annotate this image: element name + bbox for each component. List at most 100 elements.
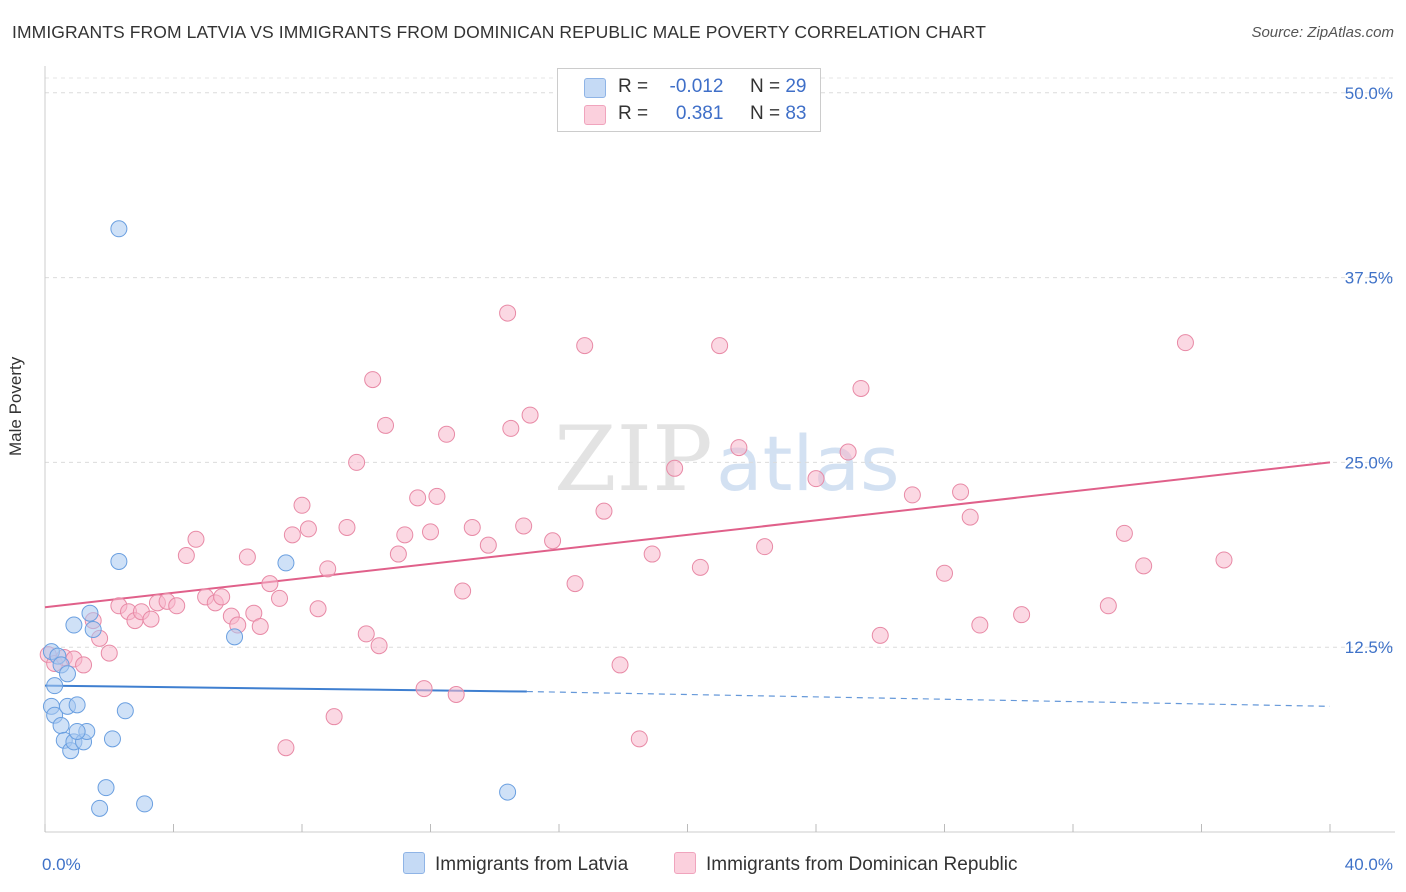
- bottom-legend-label-dominican: Immigrants from Dominican Republic: [706, 854, 1018, 875]
- point-dominican: [283, 526, 301, 544]
- point-dominican: [454, 582, 472, 600]
- correlation-legend: R = -0.012 N = 29 R = 0.381 N = 83: [557, 68, 821, 132]
- point-dominican: [271, 589, 289, 607]
- point-dominican: [325, 708, 343, 726]
- point-latvia: [97, 779, 115, 797]
- point-dominican: [479, 536, 497, 554]
- bottom-legend-dominican: Immigrants from Dominican Republic: [674, 852, 1018, 876]
- point-dominican: [952, 483, 970, 501]
- trend-line-latvia: [44, 684, 527, 693]
- point-dominican: [251, 617, 269, 635]
- point-dominican: [463, 518, 481, 536]
- point-latvia: [58, 665, 76, 683]
- point-dominican: [611, 656, 629, 674]
- point-latvia: [68, 696, 86, 714]
- point-dominican: [428, 487, 446, 505]
- bottom-legend-swatch-latvia: [403, 852, 425, 874]
- point-latvia: [81, 604, 99, 622]
- point-dominican: [187, 530, 205, 548]
- trend-line-latvia-dashed: [526, 690, 1331, 707]
- point-dominican: [971, 616, 989, 634]
- point-dominican: [1215, 551, 1233, 569]
- point-dominican: [396, 526, 414, 544]
- point-dominican: [261, 575, 279, 593]
- watermark: ZIP atlas: [554, 407, 900, 512]
- point-dominican: [338, 518, 356, 536]
- point-dominican: [666, 459, 684, 477]
- point-dominican: [389, 545, 407, 563]
- point-latvia: [52, 717, 70, 735]
- y-tick-label: 37.5%: [1345, 269, 1393, 288]
- point-latvia: [91, 799, 109, 817]
- point-latvia: [110, 552, 128, 570]
- point-latvia: [116, 702, 134, 720]
- bottom-legend-label-latvia: Immigrants from Latvia: [435, 854, 629, 875]
- legend-swatch-dominican: [584, 105, 606, 125]
- data-points: [39, 220, 1233, 817]
- point-dominican: [515, 517, 533, 535]
- point-latvia: [68, 722, 86, 740]
- point-latvia: [277, 554, 295, 572]
- y-tick-label: 50.0%: [1345, 84, 1393, 103]
- point-dominican: [566, 575, 584, 593]
- point-dominican: [415, 680, 433, 698]
- bottom-legend-swatch-dominican: [674, 852, 696, 874]
- point-dominican: [438, 425, 456, 443]
- point-dominican: [357, 625, 375, 643]
- point-dominican: [1013, 606, 1031, 624]
- point-dominican: [1099, 597, 1117, 615]
- point-dominican: [756, 538, 774, 556]
- point-latvia: [65, 616, 83, 634]
- point-dominican: [936, 564, 953, 582]
- point-latvia: [136, 795, 154, 813]
- watermark-atlas: atlas: [716, 419, 900, 508]
- point-dominican: [595, 502, 613, 520]
- point-latvia: [84, 620, 102, 638]
- point-dominican: [299, 520, 317, 538]
- point-dominican: [691, 558, 709, 576]
- point-dominican: [168, 597, 186, 615]
- legend-text-latvia: R = -0.012 N = 29: [618, 76, 807, 97]
- point-dominican: [277, 739, 295, 757]
- point-dominican: [576, 337, 594, 355]
- point-latvia: [46, 677, 64, 695]
- point-dominican: [903, 486, 921, 504]
- point-dominican: [961, 508, 979, 526]
- point-dominican: [544, 532, 562, 550]
- point-dominican: [238, 548, 256, 566]
- point-dominican: [711, 337, 729, 355]
- point-dominican: [377, 416, 395, 434]
- y-axis-label: Male Poverty: [6, 356, 25, 456]
- point-dominican: [348, 453, 366, 471]
- legend-text-dominican: R = 0.381 N = 83: [618, 103, 807, 124]
- point-dominican: [852, 379, 870, 397]
- point-latvia: [110, 220, 128, 238]
- point-dominican: [447, 686, 465, 704]
- bottom-legend-latvia: Immigrants from Latvia: [403, 852, 628, 876]
- point-dominican: [213, 588, 231, 606]
- point-dominican: [807, 470, 825, 488]
- legend-swatch-latvia: [584, 78, 606, 98]
- point-latvia: [499, 783, 517, 801]
- point-dominican: [100, 644, 118, 662]
- x-tick-label: 40.0%: [1345, 855, 1393, 874]
- point-dominican: [309, 600, 327, 618]
- point-dominican: [75, 656, 93, 674]
- point-dominican: [1135, 557, 1153, 575]
- point-dominican: [643, 545, 661, 563]
- point-latvia: [226, 628, 244, 646]
- trend-line-dominican: [44, 461, 1331, 609]
- point-dominican: [839, 443, 857, 461]
- y-tick-label: 12.5%: [1345, 638, 1393, 657]
- x-tick-label: 0.0%: [42, 855, 81, 874]
- point-dominican: [177, 547, 195, 565]
- point-dominican: [502, 419, 520, 437]
- point-dominican: [409, 489, 427, 507]
- point-dominican: [422, 523, 439, 541]
- chart-title: IMMIGRANTS FROM LATVIA VS IMMIGRANTS FRO…: [12, 22, 986, 42]
- point-dominican: [871, 626, 889, 644]
- point-dominican: [293, 496, 311, 514]
- point-dominican: [730, 439, 748, 457]
- point-dominican: [630, 730, 648, 748]
